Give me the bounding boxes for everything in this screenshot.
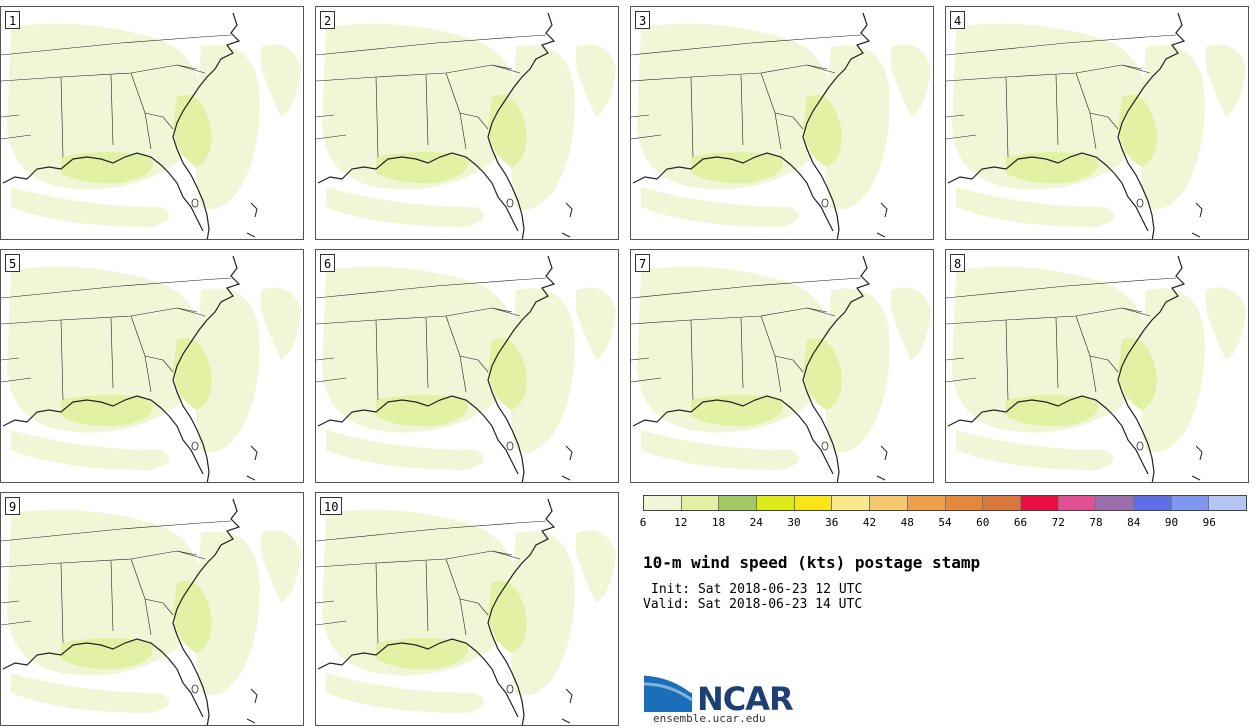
colorbar-tick-label: 12	[674, 516, 688, 529]
colorbar-segment	[945, 496, 984, 510]
colorbar-tick-label: 78	[1089, 516, 1103, 529]
member-panel-3: 3	[630, 6, 934, 240]
map-icon	[946, 250, 1248, 482]
colorbar-tick-label: 96	[1202, 516, 1216, 529]
map-icon	[631, 250, 933, 482]
init-time: Init: Sat 2018-06-23 12 UTC	[651, 582, 863, 597]
colorbar-tick-label: 36	[825, 516, 839, 529]
colorbar-tick-label: 60	[976, 516, 990, 529]
map-icon	[1, 250, 303, 482]
member-label: 1	[5, 11, 21, 29]
colorbar-segment	[983, 496, 1021, 510]
member-panel-10: 10	[315, 492, 619, 726]
logo-text: NCAR	[697, 680, 794, 718]
member-panel-1: 1	[0, 6, 304, 240]
colorbar-segment	[832, 496, 871, 510]
colorbar-tick-label: 90	[1164, 516, 1179, 529]
colorbar-tick-label: 72	[1051, 516, 1065, 529]
colorbar-tick-label: 18	[711, 516, 726, 529]
colorbar-tick-label: 48	[900, 516, 914, 529]
colorbar-segment	[644, 496, 682, 510]
colorbar-segment	[681, 496, 720, 510]
ncar-logo-icon	[643, 672, 693, 712]
map-icon	[316, 7, 618, 239]
colorbar-tick-label: 24	[749, 516, 763, 529]
colorbar-segment	[1133, 496, 1172, 510]
map-icon	[631, 7, 933, 239]
map-icon	[316, 493, 618, 725]
colorbar-tick-label: 30	[787, 516, 801, 529]
colorbar-segment	[794, 496, 833, 510]
site-url: ensemble.ucar.edu	[653, 712, 766, 725]
colorbar-tick-label: 84	[1127, 516, 1141, 529]
member-label: 2	[320, 11, 336, 29]
member-label: 8	[950, 254, 966, 272]
member-panel-8: 8	[945, 249, 1249, 483]
member-panel-2: 2	[315, 6, 619, 240]
member-panel-7: 7	[630, 249, 934, 483]
member-label: 7	[635, 254, 651, 272]
member-label: 9	[5, 497, 21, 515]
colorbar-segment	[1020, 496, 1059, 510]
colorbar-segment	[1171, 496, 1210, 510]
colorbar-segment	[1058, 496, 1097, 510]
map-icon	[1, 7, 303, 239]
member-panel-4: 4	[945, 6, 1249, 240]
colorbar-segment	[907, 496, 946, 510]
member-panel-6: 6	[315, 249, 619, 483]
colorbar-tick-label: 6	[639, 516, 647, 529]
map-icon	[316, 250, 618, 482]
member-label: 4	[950, 11, 966, 29]
map-icon	[1, 493, 303, 725]
member-panel-5: 5	[0, 249, 304, 483]
valid-time: Valid: Sat 2018-06-23 14 UTC	[643, 597, 863, 612]
member-label: 10	[320, 497, 343, 515]
colorbar-segment	[757, 496, 795, 510]
plot-title: 10-m wind speed (kts) postage stamp	[643, 553, 981, 572]
colorbar-segment	[1209, 496, 1246, 510]
member-label: 3	[635, 11, 651, 29]
member-panel-9: 9	[0, 492, 304, 726]
colorbar-tick-label: 66	[1013, 516, 1028, 529]
map-icon	[946, 7, 1248, 239]
colorbar-tick-label: 42	[862, 516, 877, 529]
colorbar-tick-label: 54	[938, 516, 952, 529]
member-label: 6	[320, 254, 336, 272]
colorbar-segment	[1096, 496, 1134, 510]
colorbar-segment	[870, 496, 908, 510]
member-label: 5	[5, 254, 21, 272]
colorbar	[643, 495, 1247, 511]
colorbar-segment	[719, 496, 758, 510]
